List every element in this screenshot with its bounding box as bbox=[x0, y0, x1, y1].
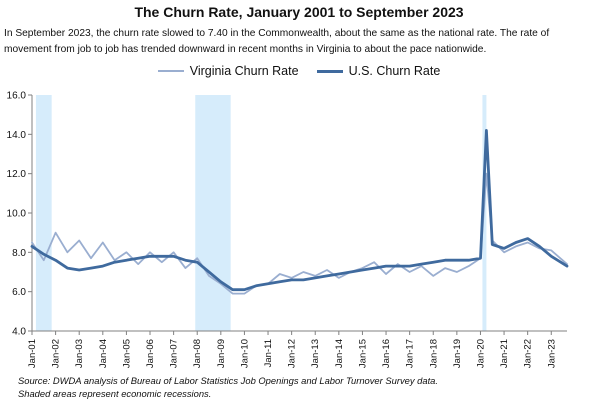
y-tick-label: 4.0 bbox=[12, 327, 26, 338]
y-tick-label: 8.0 bbox=[12, 248, 26, 259]
x-tick-label: Jan-10 bbox=[239, 339, 250, 368]
legend: Virginia Churn Rate U.S. Churn Rate bbox=[0, 64, 598, 78]
series-line-virginia bbox=[31, 172, 568, 295]
x-tick-label: Jan-14 bbox=[334, 339, 345, 368]
x-tick-label: Jan-08 bbox=[192, 339, 203, 368]
legend-swatch-us bbox=[316, 69, 343, 73]
legend-item-us: U.S. Churn Rate bbox=[316, 64, 441, 78]
y-tick-label: 6.0 bbox=[12, 287, 26, 298]
x-tick-label: Jan-17 bbox=[405, 339, 416, 368]
x-tick-label: Jan-19 bbox=[452, 339, 463, 368]
recession-note: Shaded areas represent economic recessio… bbox=[18, 388, 212, 399]
legend-swatch-virginia bbox=[157, 70, 184, 72]
x-tick-label: Jan-23 bbox=[546, 339, 557, 368]
x-tick-label: Jan-04 bbox=[98, 339, 109, 368]
x-tick-label: Jan-03 bbox=[74, 339, 85, 368]
x-tick-label: Jan-22 bbox=[523, 339, 534, 368]
x-tick-label: Jan-12 bbox=[287, 339, 298, 368]
x-tick-label: Jan-15 bbox=[357, 339, 368, 368]
x-tick-label: Jan-21 bbox=[499, 339, 510, 368]
legend-item-virginia: Virginia Churn Rate bbox=[157, 64, 299, 78]
legend-label-virginia: Virginia Churn Rate bbox=[189, 64, 299, 78]
legend-label-us: U.S. Churn Rate bbox=[348, 64, 441, 78]
x-tick-label: Jan-07 bbox=[169, 339, 180, 368]
recession-band-0 bbox=[35, 95, 52, 331]
x-tick-label: Jan-18 bbox=[428, 339, 439, 368]
x-tick-label: Jan-05 bbox=[121, 339, 132, 368]
y-tick-label: 10.0 bbox=[7, 209, 27, 220]
x-tick-label: Jan-06 bbox=[145, 339, 156, 368]
chart-subtitle: In September 2023, the churn rate slowed… bbox=[4, 28, 550, 55]
y-tick-label: 12.0 bbox=[7, 169, 27, 180]
x-tick-label: Jan-16 bbox=[381, 339, 392, 368]
source-note: Source: DWDA analysis of Bureau of Labor… bbox=[18, 374, 438, 400]
recession-band-1 bbox=[195, 95, 231, 331]
x-tick-label: Jan-09 bbox=[216, 339, 227, 368]
x-tick-label: Jan-01 bbox=[27, 339, 38, 368]
x-tick-label: Jan-11 bbox=[263, 339, 274, 367]
chart-title: The Churn Rate, January 2001 to Septembe… bbox=[134, 4, 464, 20]
x-tick-label: Jan-02 bbox=[51, 339, 62, 368]
series-line-us bbox=[30, 129, 569, 292]
x-tick-label: Jan-13 bbox=[310, 339, 321, 368]
x-tick-label: Jan-20 bbox=[475, 339, 486, 368]
line-chart: 4.0 6.0 8.0 10.0 12.0 14.0 16.0 Jan-01 Jan-02 Jan… bbox=[7, 91, 569, 368]
y-tick-label: 14.0 bbox=[7, 130, 27, 141]
y-tick-label: 16.0 bbox=[7, 91, 27, 102]
source-line: Source: DWDA analysis of Bureau of Labor… bbox=[18, 375, 439, 386]
